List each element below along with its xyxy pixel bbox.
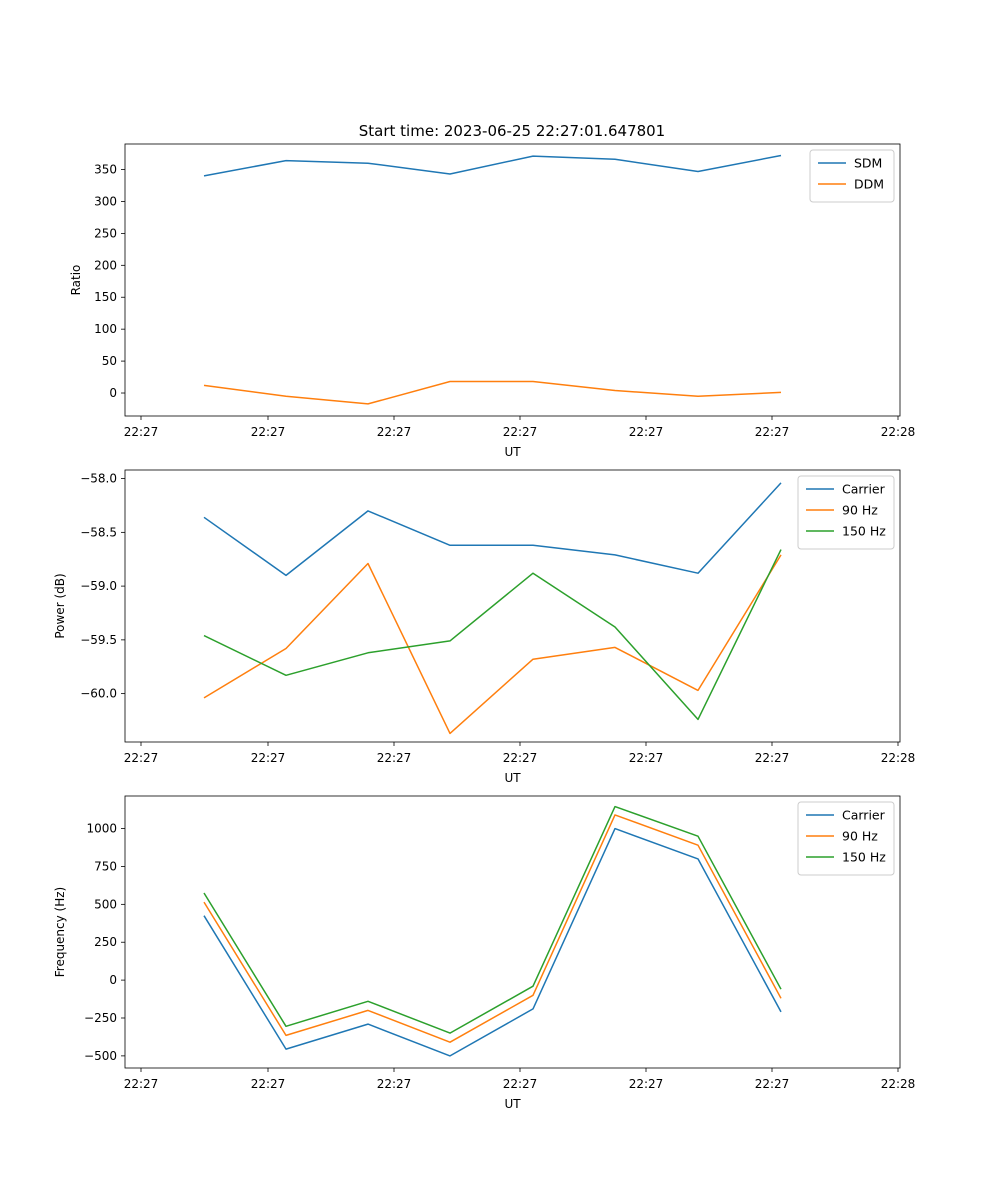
axes-frame	[124, 143, 901, 417]
y-tick-label: −60.0	[80, 687, 117, 701]
x-tick-label: 22:27	[251, 425, 286, 439]
x-tick-label: 22:27	[124, 425, 159, 439]
x-axis-label: UT	[504, 445, 521, 459]
legend-label: SDM	[854, 156, 882, 171]
series-line-sdm	[203, 154, 782, 177]
y-tick-label: 0	[109, 973, 117, 987]
x-tick-label: 22:27	[503, 751, 538, 765]
y-tick-label: 0	[109, 386, 117, 400]
y-tick-label: 150	[94, 290, 117, 304]
y-axis-label: Frequency (Hz)	[53, 887, 67, 978]
y-axis-label: Ratio	[69, 265, 83, 296]
y-tick-label: 1000	[86, 822, 117, 836]
axes-frame	[124, 795, 901, 1069]
x-axis-label: UT	[504, 1097, 521, 1111]
x-tick-label: 22:27	[377, 425, 412, 439]
y-tick-label: 500	[94, 897, 117, 911]
y-tick-label: 350	[94, 163, 117, 177]
y-tick-label: −500	[84, 1049, 117, 1063]
series-line-90-hz	[203, 814, 782, 1043]
legend-label: 90 Hz	[842, 829, 878, 844]
legend-label: Carrier	[842, 808, 886, 823]
x-tick-label: 22:27	[377, 1077, 412, 1091]
x-tick-label: 22:27	[251, 751, 286, 765]
x-tick-label: 22:27	[503, 1077, 538, 1091]
y-tick-label: −58.5	[80, 525, 117, 539]
y-tick-label: −59.5	[80, 633, 117, 647]
y-tick-label: −250	[84, 1011, 117, 1025]
x-tick-label: 22:27	[629, 425, 664, 439]
y-tick-label: 50	[102, 354, 117, 368]
x-tick-label: 22:27	[124, 1077, 159, 1091]
series-line-carrier	[203, 482, 782, 577]
series-line-ddm	[203, 380, 782, 405]
x-tick-label: 22:27	[124, 751, 159, 765]
y-tick-label: 250	[94, 226, 117, 240]
axes-frame	[124, 469, 901, 743]
x-tick-label: 22:27	[503, 425, 538, 439]
x-tick-label: 22:27	[755, 425, 790, 439]
x-tick-label: 22:27	[755, 1077, 790, 1091]
legend-label: 90 Hz	[842, 503, 878, 518]
legend-label: 150 Hz	[842, 850, 886, 865]
y-tick-label: 200	[94, 258, 117, 272]
x-tick-label: 22:28	[881, 425, 916, 439]
y-tick-label: 750	[94, 859, 117, 873]
y-tick-label: 100	[94, 322, 117, 336]
panel-2: 22:27 22:27 22:27 22:27 22:27 22:27 22:28 −60.0…	[53, 469, 916, 785]
legend-label: Carrier	[842, 482, 886, 497]
y-axis-label: Power (dB)	[53, 573, 67, 638]
y-tick-label: 300	[94, 194, 117, 208]
legend-label: 150 Hz	[842, 524, 886, 539]
series-line-150-hz	[203, 549, 782, 721]
legend: SDM DDM	[809, 149, 895, 203]
x-tick-label: 22:28	[881, 751, 916, 765]
figure-title: Start time: 2023-06-25 22:27:01.647801	[359, 122, 665, 140]
legend-label: DDM	[854, 177, 884, 192]
series-line-90-hz	[203, 554, 782, 735]
x-tick-label: 22:27	[377, 751, 412, 765]
y-tick-label: 250	[94, 935, 117, 949]
legend: Carrier 90 Hz 150 Hz	[797, 475, 895, 550]
panel-1: 22:27 22:27 22:27 22:27 22:27 22:27 22:28 0 50 10…	[69, 143, 916, 459]
series-line-carrier	[203, 827, 782, 1057]
series-line-150-hz	[203, 805, 782, 1034]
legend: Carrier 90 Hz 150 Hz	[797, 801, 895, 876]
x-tick-label: 22:27	[629, 1077, 664, 1091]
x-tick-label: 22:27	[629, 751, 664, 765]
y-tick-label: −59.0	[80, 579, 117, 593]
x-tick-label: 22:28	[881, 1077, 916, 1091]
y-tick-label: −58.0	[80, 472, 117, 486]
x-axis-label: UT	[504, 771, 521, 785]
x-tick-label: 22:27	[251, 1077, 286, 1091]
x-tick-label: 22:27	[755, 751, 790, 765]
panel-3: 22:27 22:27 22:27 22:27 22:27 22:27 22:28 −500 −…	[53, 795, 916, 1111]
